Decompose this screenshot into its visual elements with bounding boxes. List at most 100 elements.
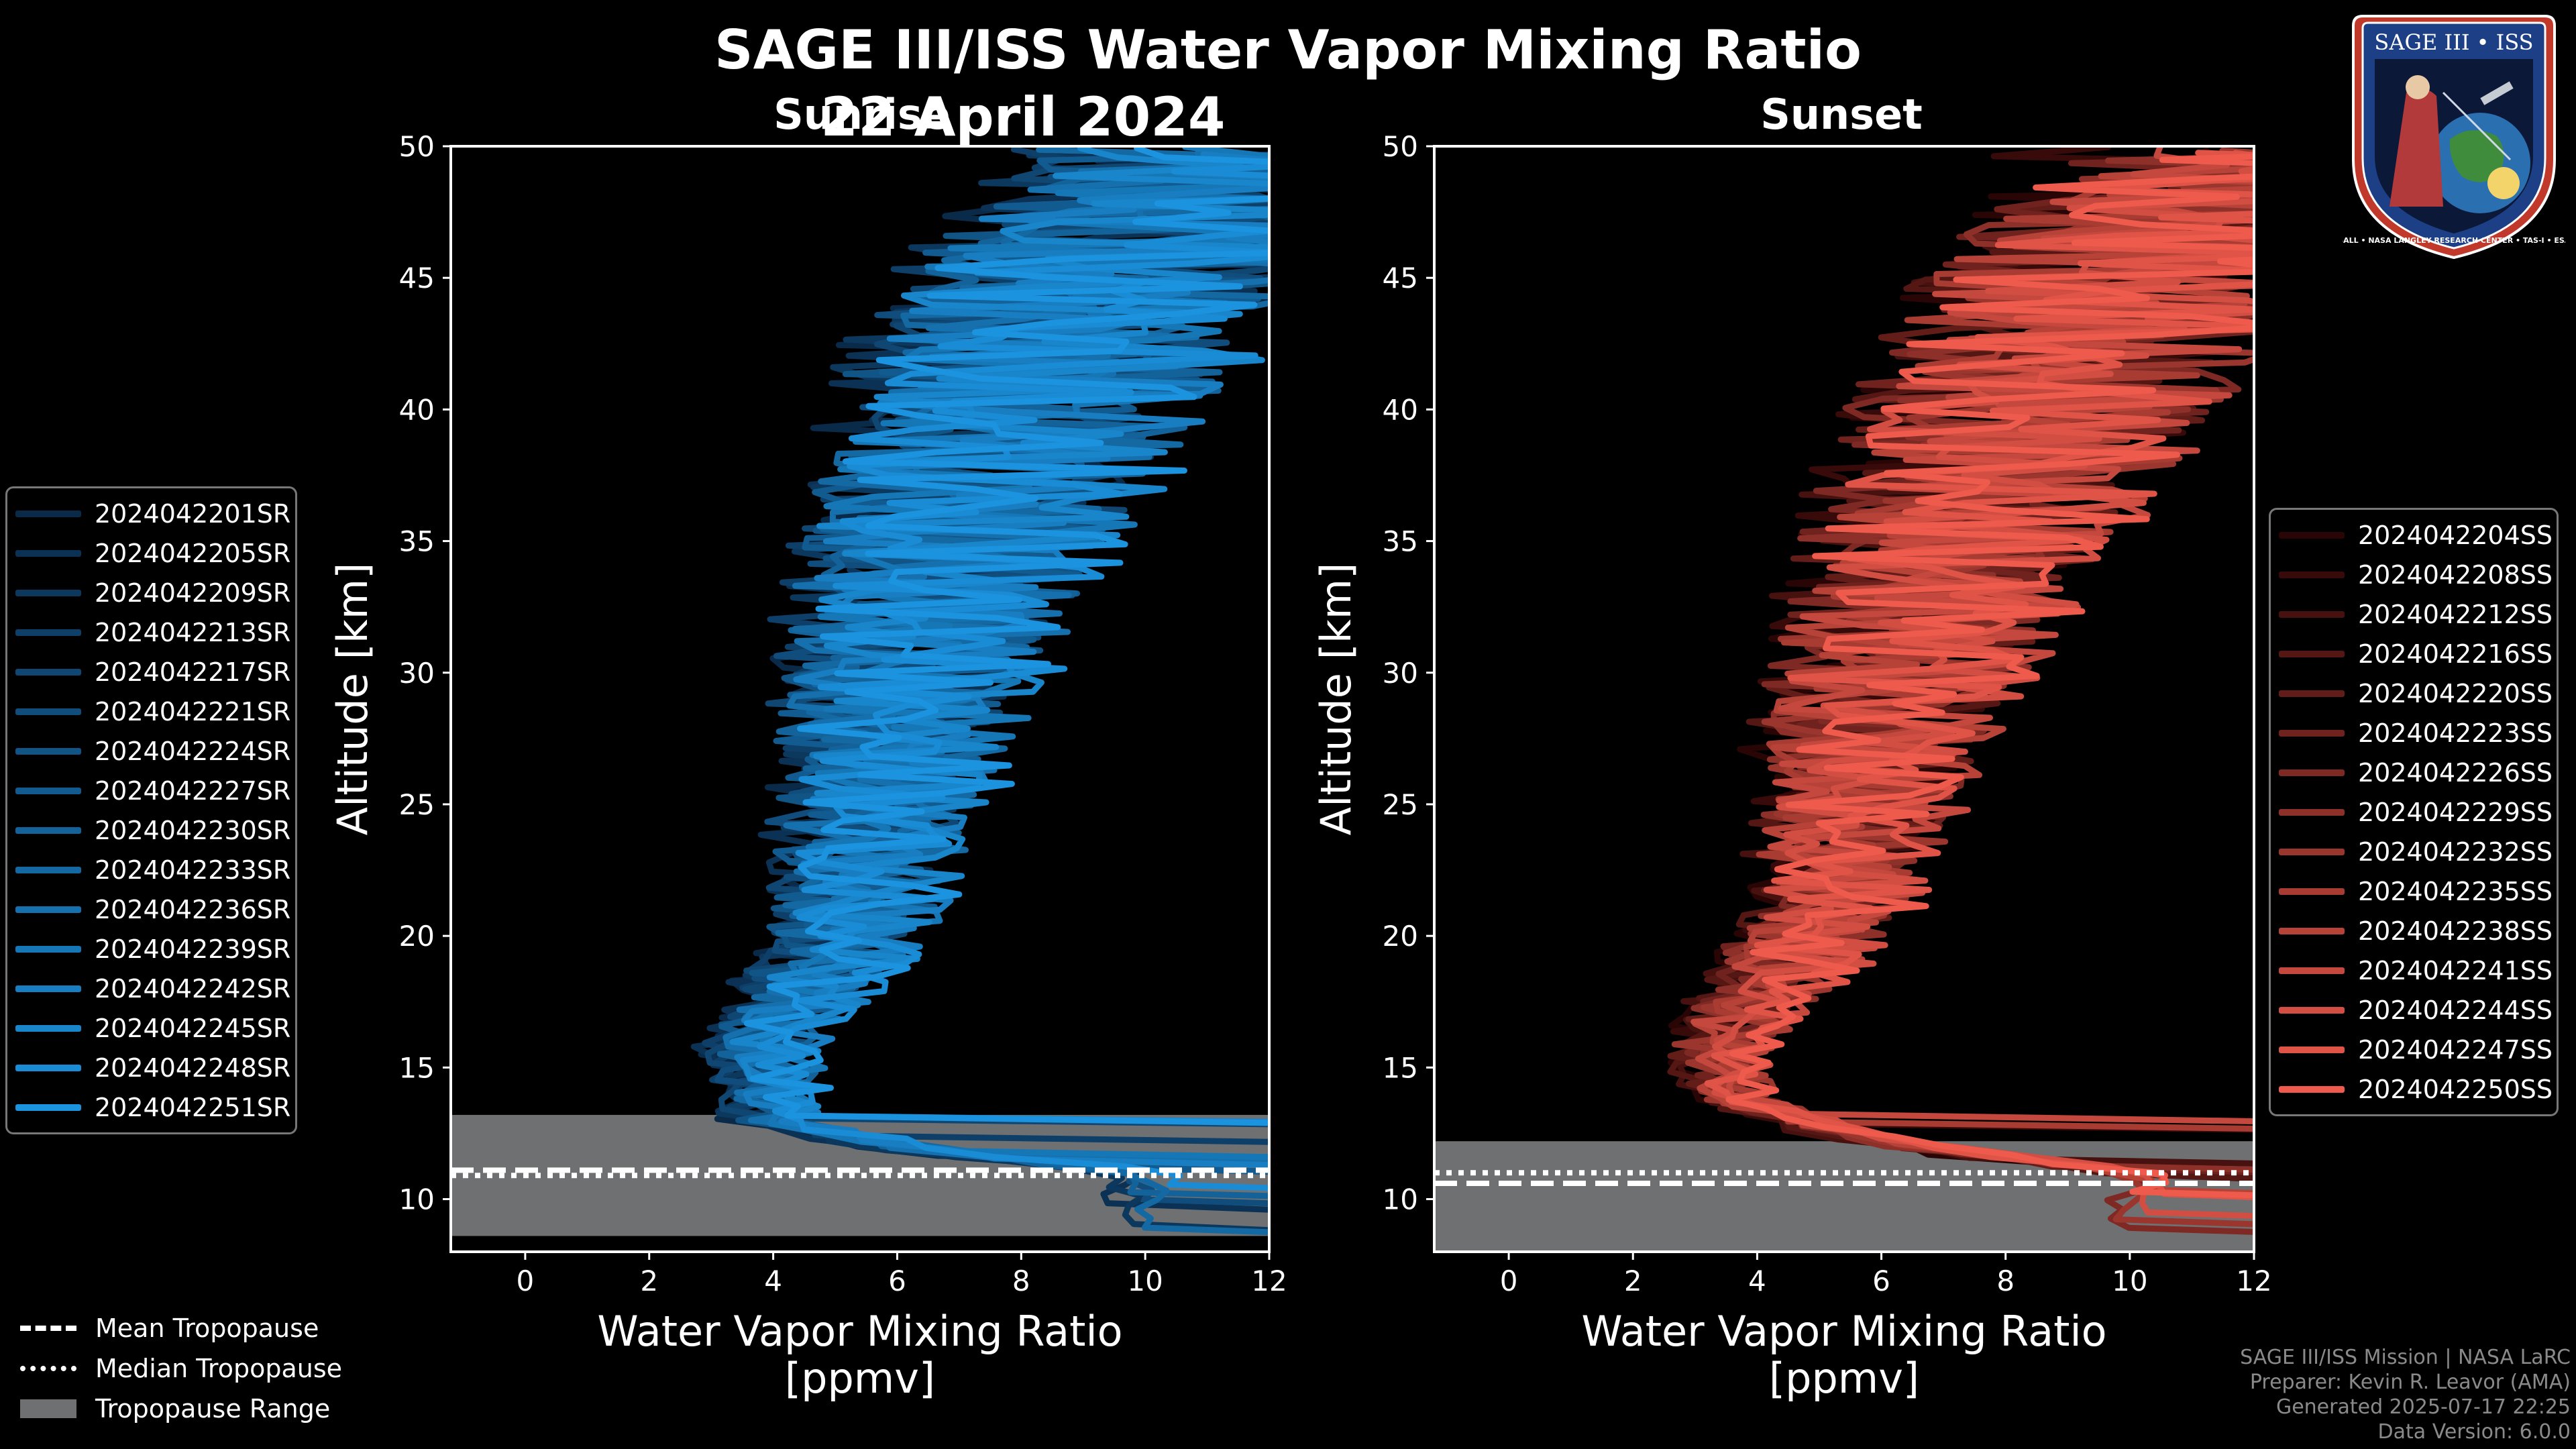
legend-item: 2024042244SS: [2271, 990, 2557, 1030]
y-tick-label: 50: [1383, 130, 1418, 163]
legend-swatch: [15, 1104, 81, 1111]
legend-label: 2024042242SR: [95, 973, 291, 1004]
legend-swatch: [15, 629, 81, 636]
legend-label: 2024042248SR: [95, 1053, 291, 1083]
legend-swatch: [15, 985, 81, 992]
legend-swatch: [2279, 808, 2345, 816]
legend-item: 2024042233SR: [7, 850, 295, 890]
y-tick-label: 20: [399, 920, 435, 953]
legend-item: 2024042235SS: [2271, 871, 2557, 911]
legend-item: 2024042226SS: [2271, 753, 2557, 792]
y-tick-label: 45: [1383, 262, 1418, 294]
legend-swatch: [15, 510, 81, 517]
sunset-legend: 2024042204SS 2024042208SS 2024042212SS 2024…: [2269, 508, 2559, 1116]
legend-item: 2024042221SR: [7, 692, 295, 731]
x-tick-label: 2: [640, 1265, 658, 1297]
legend-swatch: [15, 549, 81, 557]
legend-item: 2024042229SS: [2271, 792, 2557, 832]
y-tick-label: 15: [399, 1051, 435, 1084]
sunrise-legend: 2024042201SR 2024042205SR 2024042209SR 2024…: [5, 486, 297, 1134]
legend-item: 2024042201SR: [7, 494, 295, 533]
footer-data-version: Data Version: 6.0.0: [2377, 1420, 2571, 1444]
legend-label: 2024042230SR: [95, 815, 291, 845]
footer-credits: SAGE III/ISS Mission | NASA LaRC Prepare…: [2240, 1345, 2571, 1444]
profile-line-2024042251SR: [743, 146, 1269, 1126]
legend-swatch: [2279, 1085, 2345, 1093]
plot-frame: [449, 145, 1271, 1253]
x-tick-label: 0: [1500, 1265, 1518, 1297]
y-tick-label: 25: [399, 788, 435, 821]
legend-item: 2024042239SR: [7, 929, 295, 969]
legend-swatch: [15, 866, 81, 873]
legend-item: 2024042242SR: [7, 969, 295, 1008]
x-tick-label: 2: [1624, 1265, 1642, 1297]
legend-swatch: [15, 787, 81, 794]
legend-label: 2024042235SS: [2358, 876, 2553, 906]
legend-label: 2024042220SS: [2358, 678, 2553, 708]
legend-swatch: [2279, 531, 2345, 539]
legend-label: 2024042245SR: [95, 1013, 291, 1043]
sunset-panel-title: Sunset: [1760, 90, 1923, 139]
legend-label: 2024042223SS: [2358, 718, 2553, 748]
y-tick-label: 35: [1383, 525, 1418, 558]
legend-label: 2024042241SS: [2358, 955, 2553, 985]
legend-label: 2024042233SR: [95, 855, 291, 885]
legend-swatch: [2279, 927, 2345, 934]
legend-item: 2024042251SR: [7, 1087, 295, 1127]
plot-sunset: 0 2 4 6 8 10 12 10 15 20 25 30 35 40 45 50 Water Vapor M…: [1311, 130, 2272, 1403]
legend-label: 2024042251SR: [95, 1092, 291, 1122]
logo-title-text: SAGE III • ISS: [2374, 30, 2533, 55]
x-tick-label: 0: [517, 1265, 535, 1297]
legend-swatch: [15, 708, 81, 715]
legend-mean-label: Mean Tropopause: [95, 1313, 319, 1343]
legend-label: 2024042216SS: [2358, 639, 2553, 669]
legend-item: 2024042208SS: [2271, 555, 2557, 594]
legend-label: 2024042217SR: [95, 657, 291, 687]
plot-area: [451, 146, 1269, 1236]
y-axis-label: Altitude [km]: [328, 563, 377, 836]
legend-swatch: [15, 668, 81, 676]
plot-sunrise: 0 2 4 6 8 10 12 10 15 20 25 30 35 40 45 50 Water Vapor M…: [328, 130, 1287, 1403]
legend-label: 2024042213SR: [95, 617, 291, 647]
legend-label: 2024042239SR: [95, 934, 291, 964]
legend-item: 2024042205SR: [7, 533, 295, 573]
x-tick-label: 12: [2236, 1265, 2271, 1297]
dash-line-swatch: [20, 1326, 76, 1331]
y-tick-label: 35: [399, 525, 435, 558]
legend-item: 2024042223SS: [2271, 713, 2557, 753]
legend-swatch: [15, 945, 81, 953]
legend-swatch: [15, 1064, 81, 1071]
y-tick-label: 45: [399, 262, 435, 294]
x-tick-label: 10: [1127, 1265, 1163, 1297]
legend-median-label: Median Tropopause: [95, 1354, 342, 1383]
x-axis-unit-label: [ppmv]: [785, 1354, 935, 1403]
tropopause-legend: Mean Tropopause Median Tropopause Tropop…: [20, 1308, 342, 1429]
legend-item: 2024042232SS: [2271, 832, 2557, 871]
x-tick-label: 4: [1748, 1265, 1766, 1297]
legend-swatch: [2279, 1006, 2345, 1014]
x-tick-label: 6: [1872, 1265, 1890, 1297]
date-title: 22 April 2024: [820, 86, 1226, 148]
legend-swatch: [2279, 769, 2345, 776]
legend-label: 2024042227SR: [95, 775, 291, 806]
legend-label: 2024042250SS: [2358, 1074, 2553, 1104]
legend-swatch: [2279, 610, 2345, 618]
x-axis-label: Water Vapor Mixing Ratio: [597, 1307, 1122, 1356]
y-tick-label: 30: [1383, 657, 1418, 690]
legend-item: 2024042224SR: [7, 731, 295, 771]
y-tick-label: 15: [1383, 1051, 1418, 1084]
legend-label: 2024042236SR: [95, 894, 291, 924]
legend-item: 2024042250SS: [2271, 1069, 2557, 1109]
legend-label: 2024042232SS: [2358, 837, 2553, 867]
legend-mean-tropopause: Mean Tropopause: [20, 1308, 342, 1348]
legend-label: 2024042238SS: [2358, 916, 2553, 946]
y-tick-label: 10: [1383, 1183, 1418, 1216]
y-tick-label: 50: [399, 130, 435, 163]
x-tick-label: 6: [888, 1265, 906, 1297]
legend-item: 2024042212SS: [2271, 594, 2557, 634]
y-tick-label: 40: [1383, 393, 1418, 426]
profile-line-2024042248SR: [755, 164, 1269, 1191]
x-tick-label: 4: [764, 1265, 782, 1297]
legend-item: 2024042241SS: [2271, 951, 2557, 990]
y-tick-label: 20: [1383, 920, 1418, 953]
